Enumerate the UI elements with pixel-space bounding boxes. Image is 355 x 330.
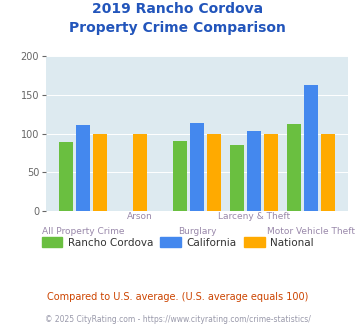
Bar [321, 134, 335, 211]
Bar [76, 125, 90, 211]
Text: Arson: Arson [127, 212, 153, 221]
Bar [264, 134, 278, 211]
Text: All Property Crime: All Property Crime [42, 227, 124, 237]
Text: Burglary: Burglary [178, 227, 216, 237]
Bar [230, 145, 244, 211]
Bar [173, 141, 187, 211]
Bar [190, 123, 204, 211]
Text: Compared to U.S. average. (U.S. average equals 100): Compared to U.S. average. (U.S. average … [47, 292, 308, 302]
Legend: Rancho Cordova, California, National: Rancho Cordova, California, National [37, 233, 318, 252]
Bar [207, 134, 221, 211]
Bar [133, 134, 147, 211]
Text: Property Crime Comparison: Property Crime Comparison [69, 21, 286, 35]
Text: Larceny & Theft: Larceny & Theft [218, 212, 290, 221]
Bar [59, 142, 73, 211]
Text: 2019 Rancho Cordova: 2019 Rancho Cordova [92, 2, 263, 16]
Bar [93, 134, 107, 211]
Text: Motor Vehicle Theft: Motor Vehicle Theft [267, 227, 355, 237]
Text: © 2025 CityRating.com - https://www.cityrating.com/crime-statistics/: © 2025 CityRating.com - https://www.city… [45, 315, 310, 324]
Bar [287, 123, 301, 211]
Bar [247, 131, 261, 211]
Bar [304, 85, 318, 211]
